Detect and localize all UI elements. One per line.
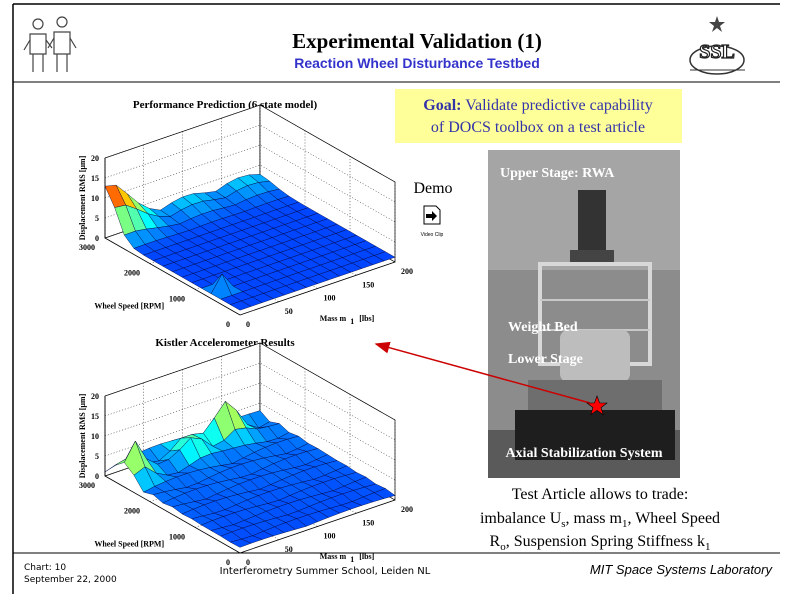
y-tick-label: 100 xyxy=(324,294,336,303)
photo-label: Weight Bed xyxy=(508,320,578,335)
goal-box xyxy=(395,89,682,143)
x-tick-label: 1000 xyxy=(169,294,185,303)
goal-text: of DOCS toolbox on a test article xyxy=(431,119,645,136)
z-tick-label: 20 xyxy=(91,392,99,401)
x-tick-label: 2000 xyxy=(124,269,140,278)
surface xyxy=(104,400,396,548)
subscript: 1 xyxy=(622,518,628,530)
z-tick-label: 10 xyxy=(91,194,99,203)
y-tick-label: 150 xyxy=(362,280,374,289)
z-axis-label: Displacement RMS [μm] xyxy=(78,393,87,478)
footer-center: Interferometry Summer School, Leiden NL xyxy=(220,566,431,577)
z-axis-label: Displacement RMS [μm] xyxy=(78,155,87,240)
axis xyxy=(239,261,396,316)
y-axis-label: Mass m 1 [lbs] xyxy=(320,314,375,326)
grid-line xyxy=(104,124,396,203)
y-tick-label: 0 xyxy=(246,320,250,329)
x-axis-label: Wheel Speed [RPM] xyxy=(94,301,164,310)
video-clip-icon[interactable] xyxy=(423,205,441,225)
z-tick-label: 0 xyxy=(95,472,99,481)
z-tick-label: 15 xyxy=(91,412,99,421)
text: , Wheel Speed xyxy=(627,510,720,527)
y-tick-label: 200 xyxy=(401,505,413,514)
sensor-star xyxy=(586,395,608,416)
text: R xyxy=(490,533,501,550)
right-logo: SSL xyxy=(689,16,745,75)
z-tick-label: 5 xyxy=(95,452,99,461)
trade-line: imbalance Us, mass m1, Wheel Speed xyxy=(480,510,720,530)
text: Mass m xyxy=(320,552,347,561)
subscript: 1 xyxy=(350,317,354,326)
surface-patch xyxy=(229,300,252,311)
x-tick-label: 3000 xyxy=(79,243,95,252)
goal-line: Goal: Validate predictive capability xyxy=(423,97,652,114)
x-tick-label: 2000 xyxy=(124,507,140,516)
text: , mass m xyxy=(566,510,623,527)
slide-title: Experimental Validation (1) xyxy=(292,29,542,53)
goal-text: Validate predictive capability xyxy=(465,97,652,114)
grid-line xyxy=(104,362,396,441)
y-tick-label: 100 xyxy=(324,532,336,541)
surface xyxy=(104,174,396,311)
footer-right: MIT Space Systems Laboratory xyxy=(590,562,774,577)
y-tick-label: 50 xyxy=(285,307,293,316)
text: [lbs] xyxy=(359,314,374,323)
subscript: 1 xyxy=(350,555,354,564)
footer-date: September 22, 2000 xyxy=(24,575,117,585)
video-clip-caption: Video Clip xyxy=(421,232,444,238)
y-tick-label: 150 xyxy=(362,518,374,527)
grid-line xyxy=(104,382,396,461)
x-axis-label: Wheel Speed [RPM] xyxy=(94,539,164,548)
x-tick-label: 1000 xyxy=(169,532,185,541)
y-tick-label: 200 xyxy=(401,267,413,276)
photo-label: Lower Stage xyxy=(508,352,583,367)
slide-subtitle: Reaction Wheel Disturbance Testbed xyxy=(294,55,540,71)
subscript: 1 xyxy=(705,541,711,553)
text: [lbs] xyxy=(359,552,374,561)
plot-title: Performance Prediction (6 state model) xyxy=(133,99,318,111)
x-tick-label: 0 xyxy=(226,320,230,329)
trade-line: Ro, Suspension Spring Stiffness k1 xyxy=(490,533,711,553)
text: imbalance U xyxy=(480,510,562,527)
surface-patch xyxy=(229,538,252,548)
axis xyxy=(104,475,241,554)
photo-label: Upper Stage: RWA xyxy=(500,166,615,181)
subscript: o xyxy=(500,541,506,553)
surface-plot: Kistler Accelerometer Results05101520300… xyxy=(78,337,413,567)
axis xyxy=(104,237,241,316)
photo-label: Axial Stabilization System xyxy=(505,446,662,461)
z-tick-label: 15 xyxy=(91,174,99,183)
footer-chart: Chart: 10 xyxy=(24,563,66,573)
y-tick-label: 50 xyxy=(285,545,293,554)
y-axis-label: Mass m 1 [lbs] xyxy=(320,552,375,564)
text: Mass m xyxy=(320,314,347,323)
grid-line xyxy=(104,144,396,223)
z-tick-label: 20 xyxy=(91,154,99,163)
subscript: s xyxy=(561,518,565,530)
plots: Performance Prediction (6 state model) 0 5… xyxy=(78,99,413,567)
left-logo xyxy=(23,16,77,72)
x-tick-label: 3000 xyxy=(79,481,95,490)
goal-label: Goal: xyxy=(423,97,461,114)
demo-label: Demo xyxy=(413,180,452,197)
pointer-arrow xyxy=(374,341,591,404)
text: , Suspension Spring Stiffness k xyxy=(506,533,705,550)
trade-heading: Test Article allows to trade: xyxy=(512,486,689,503)
x-tick-label: 0 xyxy=(226,558,230,567)
z-tick-label: 0 xyxy=(95,234,99,243)
z-tick-label: 5 xyxy=(95,214,99,223)
z-tick-label: 10 xyxy=(91,432,99,441)
surface-plot: Performance Prediction (6 state model) 0 5… xyxy=(78,99,413,329)
axis xyxy=(239,499,396,554)
svg-text:SSL: SSL xyxy=(699,41,735,63)
testbed-photo xyxy=(488,150,680,478)
y-tick-label: 0 xyxy=(246,558,250,567)
plot-title: Kistler Accelerometer Results xyxy=(155,337,295,349)
